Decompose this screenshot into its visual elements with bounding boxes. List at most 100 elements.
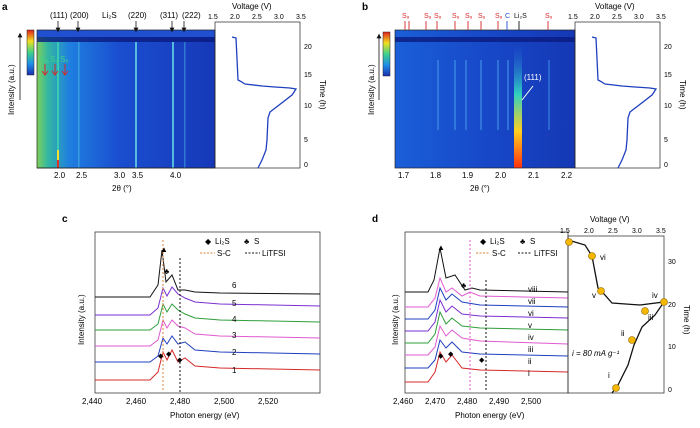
panel-c-label: c xyxy=(62,214,68,225)
svg-text:ii: ii xyxy=(621,329,625,338)
svg-text:2.0: 2.0 xyxy=(495,171,507,180)
svg-text:(220): (220) xyxy=(128,11,147,20)
panel-c-legend: ◆ Li₂S ♣ S S-C LiTFSI xyxy=(200,237,286,258)
svg-text:3.5: 3.5 xyxy=(656,14,666,21)
panel-a: a Intensity (a.u.) (111) (200) Li₂S (220… xyxy=(2,2,327,193)
svg-text:◆: ◆ xyxy=(166,351,172,358)
svg-text:S: S xyxy=(530,237,535,246)
panel-b-top-labels: S₈ S₈ S₈ S₈ S₈ S₈ S₈ C Li₂S S₈ xyxy=(402,13,553,30)
svg-text:20: 20 xyxy=(664,44,672,51)
svg-text:2.5: 2.5 xyxy=(612,14,622,21)
svg-text:iii: iii xyxy=(648,313,654,322)
svg-text:20: 20 xyxy=(304,44,312,51)
svg-text:20: 20 xyxy=(668,302,676,309)
svg-text:v: v xyxy=(528,321,532,330)
svg-text:2,460: 2,460 xyxy=(126,397,147,406)
svg-text:2: 2 xyxy=(232,348,237,357)
panel-c-curves xyxy=(95,249,321,381)
svg-text:i = 80 mA g⁻¹: i = 80 mA g⁻¹ xyxy=(572,349,620,358)
svg-text:1.7: 1.7 xyxy=(398,171,410,180)
svg-text:iv: iv xyxy=(528,333,534,342)
panel-a-heatmap xyxy=(37,30,215,168)
svg-text:LiTFSI: LiTFSI xyxy=(262,249,286,258)
svg-text:2,470: 2,470 xyxy=(425,397,446,406)
panel-d-legend: ◆ Li₂S ♣ S S-C LiTFSI xyxy=(476,237,558,258)
panel-a-peaks xyxy=(57,42,186,168)
panel-d: d Intensity (a.u.) ◆ Li₂S ♣ S S-C LiTFSI… xyxy=(372,214,691,420)
svg-text:iii: iii xyxy=(528,345,534,354)
panel-a-top-labels: (111) (200) Li₂S (220) (311) (222) xyxy=(50,11,201,33)
svg-text:3.5: 3.5 xyxy=(132,171,144,180)
svg-text:i: i xyxy=(528,369,530,378)
svg-text:◆: ◆ xyxy=(448,351,454,358)
panel-b-peaks xyxy=(437,45,550,168)
svg-text:(311): (311) xyxy=(160,11,178,20)
svg-text:0: 0 xyxy=(668,387,672,394)
svg-text:Time (h): Time (h) xyxy=(678,80,687,110)
svg-text:♣: ♣ xyxy=(164,267,170,276)
svg-text:15: 15 xyxy=(664,72,672,79)
svg-text:S₈: S₈ xyxy=(402,13,410,20)
svg-text:Li₂S: Li₂S xyxy=(490,237,505,246)
panel-c-xaxis: 2,440 2,460 2,480 2,500 2,520 Photon ene… xyxy=(82,397,279,420)
svg-text:S₈: S₈ xyxy=(452,13,460,20)
svg-text:Intensity (a.u.): Intensity (a.u.) xyxy=(391,294,400,345)
svg-text:2,480: 2,480 xyxy=(170,397,191,406)
panel-a-ylabel: Intensity (a.u.) xyxy=(7,64,16,115)
svg-text:S: S xyxy=(254,237,259,246)
svg-text:4: 4 xyxy=(232,315,237,324)
svg-text:Li₂S: Li₂S xyxy=(215,237,230,246)
svg-text:ii: ii xyxy=(528,357,532,366)
svg-text:◆: ◆ xyxy=(479,357,485,364)
svg-text:6: 6 xyxy=(232,281,237,290)
svg-text:10: 10 xyxy=(668,344,676,351)
svg-text:2.5: 2.5 xyxy=(252,14,262,21)
svg-text:5: 5 xyxy=(664,137,668,144)
svg-text:Li₂S: Li₂S xyxy=(514,13,527,20)
svg-text:2,490: 2,490 xyxy=(489,397,510,406)
svg-text:Voltage (V): Voltage (V) xyxy=(590,215,630,224)
svg-text:2.5: 2.5 xyxy=(608,228,618,235)
svg-text:S₈: S₈ xyxy=(495,13,503,20)
svg-text:vi: vi xyxy=(528,309,534,318)
svg-text:LiTFSI: LiTFSI xyxy=(534,249,558,258)
svg-text:2θ (°): 2θ (°) xyxy=(470,184,490,193)
svg-text:S₈: S₈ xyxy=(465,13,473,20)
svg-text:vi: vi xyxy=(600,253,606,262)
panel-a-voltage: Voltage (V) 1.5 2.0 2.5 3.0 3.5 0 5 10 1… xyxy=(208,2,327,169)
svg-text:2θ (°): 2θ (°) xyxy=(112,184,132,193)
panel-d-curves xyxy=(405,247,569,383)
svg-text:S₈: S₈ xyxy=(40,55,49,64)
svg-text:◆: ◆ xyxy=(177,357,183,364)
svg-text:♣: ♣ xyxy=(461,281,467,290)
svg-text:2.0: 2.0 xyxy=(590,14,600,21)
svg-text:◆: ◆ xyxy=(438,353,444,360)
svg-text:10: 10 xyxy=(664,103,672,110)
panel-d-label: d xyxy=(372,214,378,225)
svg-text:2.5: 2.5 xyxy=(76,171,88,180)
panel-c: c Intensity (a.u.) ◆ Li₂S ♣ S S-C LiTFSI… xyxy=(62,214,321,420)
svg-text:S₈: S₈ xyxy=(478,13,486,20)
svg-text:viii: viii xyxy=(528,285,538,294)
svg-text:Time (h): Time (h) xyxy=(318,80,327,110)
svg-text:1.9: 1.9 xyxy=(462,171,474,180)
svg-text:v: v xyxy=(592,291,596,300)
panel-b-heatmap xyxy=(395,30,575,168)
svg-text:3.0: 3.0 xyxy=(114,171,126,180)
svg-text:2.1: 2.1 xyxy=(528,171,540,180)
svg-text:S-C: S-C xyxy=(217,249,231,258)
svg-text:3.5: 3.5 xyxy=(296,14,306,21)
svg-text:(200): (200) xyxy=(70,11,89,20)
svg-text:5: 5 xyxy=(304,137,308,144)
panel-b-label: b xyxy=(362,2,368,13)
svg-text:4.0: 4.0 xyxy=(170,171,182,180)
panel-b-colorbar xyxy=(382,31,391,77)
svg-text:Photon energy (eV): Photon energy (eV) xyxy=(170,411,240,420)
panel-a-colorbar xyxy=(26,29,35,76)
svg-text:2,500: 2,500 xyxy=(521,397,542,406)
svg-text:S₈: S₈ xyxy=(434,13,442,20)
svg-text:2,520: 2,520 xyxy=(258,397,279,406)
panel-d-voltage: Voltage (V) 1.5 2.0 2.5 3.0 3.5 vi v iv … xyxy=(560,215,691,394)
svg-text:1: 1 xyxy=(232,366,237,375)
svg-text:10: 10 xyxy=(304,103,312,110)
